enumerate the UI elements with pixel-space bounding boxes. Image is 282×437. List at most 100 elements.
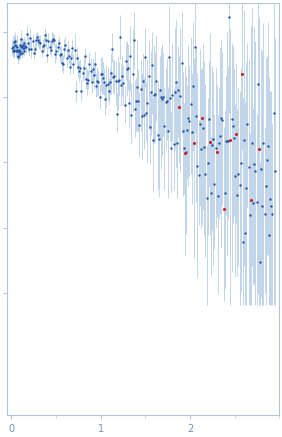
Point (87, 60, 92, 67)
Point (85, 79, 89, 86)
Point (250, 139, 254, 146)
Point (21, 48, 26, 55)
Point (236, 171, 241, 178)
Point (98, 70, 103, 77)
Point (100, 71, 104, 78)
Point (237, 181, 242, 188)
Point (118, 33, 122, 40)
Point (18, 50, 23, 57)
Point (52, 37, 56, 44)
Point (56, 39, 61, 46)
Point (107, 88, 111, 95)
Point (77, 68, 81, 75)
Point (160, 95, 164, 102)
Point (162, 123, 167, 130)
Point (20, 49, 25, 56)
Point (135, 83, 139, 90)
Point (176, 86, 180, 93)
Point (23, 42, 27, 49)
Point (142, 111, 146, 118)
Point (226, 138, 230, 145)
Point (78, 65, 83, 72)
Point (19, 44, 24, 51)
Point (28, 35, 32, 42)
Point (269, 202, 274, 209)
Point (235, 191, 239, 198)
Point (49, 46, 53, 53)
Point (192, 140, 196, 147)
Point (114, 110, 119, 117)
Point (201, 124, 205, 131)
Point (153, 90, 158, 97)
Point (84, 75, 88, 82)
Point (242, 136, 246, 143)
Point (154, 78, 159, 85)
Point (76, 63, 80, 70)
Point (146, 73, 151, 80)
Point (268, 195, 272, 202)
Point (110, 45, 114, 52)
Point (195, 163, 200, 170)
Point (61, 61, 65, 68)
Point (239, 70, 244, 77)
Point (23, 44, 28, 51)
Point (16, 52, 21, 59)
Point (211, 135, 216, 142)
Point (31, 49, 36, 56)
Point (101, 74, 105, 81)
Point (75, 55, 79, 62)
Point (38, 40, 43, 47)
Point (202, 143, 206, 150)
Point (169, 144, 173, 151)
Point (122, 102, 127, 109)
Point (155, 132, 160, 139)
Point (158, 87, 162, 94)
Point (30, 37, 35, 44)
Point (102, 78, 106, 85)
Point (145, 100, 150, 107)
Point (113, 78, 118, 85)
Point (245, 121, 250, 128)
Point (251, 199, 255, 206)
Point (246, 163, 251, 170)
Point (270, 211, 275, 218)
Point (221, 205, 226, 212)
Point (14, 47, 19, 54)
Point (166, 127, 170, 134)
Point (212, 180, 217, 187)
Point (54, 48, 59, 55)
Point (252, 160, 257, 167)
Point (234, 131, 238, 138)
Point (29, 45, 34, 52)
Point (47, 43, 52, 50)
Point (209, 190, 213, 197)
Point (271, 109, 276, 116)
Point (11, 43, 16, 50)
Point (51, 35, 55, 42)
Point (249, 197, 253, 204)
Point (94, 82, 98, 89)
Point (60, 59, 64, 66)
Point (177, 104, 182, 111)
Point (117, 76, 121, 83)
Point (68, 63, 72, 70)
Point (216, 192, 220, 199)
Point (129, 111, 134, 118)
Point (41, 43, 45, 50)
Point (63, 42, 68, 49)
Point (11, 39, 16, 46)
Point (163, 98, 168, 105)
Point (266, 142, 270, 149)
Point (220, 116, 225, 123)
Point (21, 41, 25, 48)
Point (233, 172, 237, 179)
Point (64, 55, 69, 62)
Point (183, 150, 187, 157)
Point (134, 97, 138, 104)
Point (59, 50, 63, 57)
Point (204, 194, 209, 201)
Point (25, 31, 29, 38)
Point (215, 149, 219, 156)
Point (19, 35, 23, 42)
Point (86, 76, 91, 83)
